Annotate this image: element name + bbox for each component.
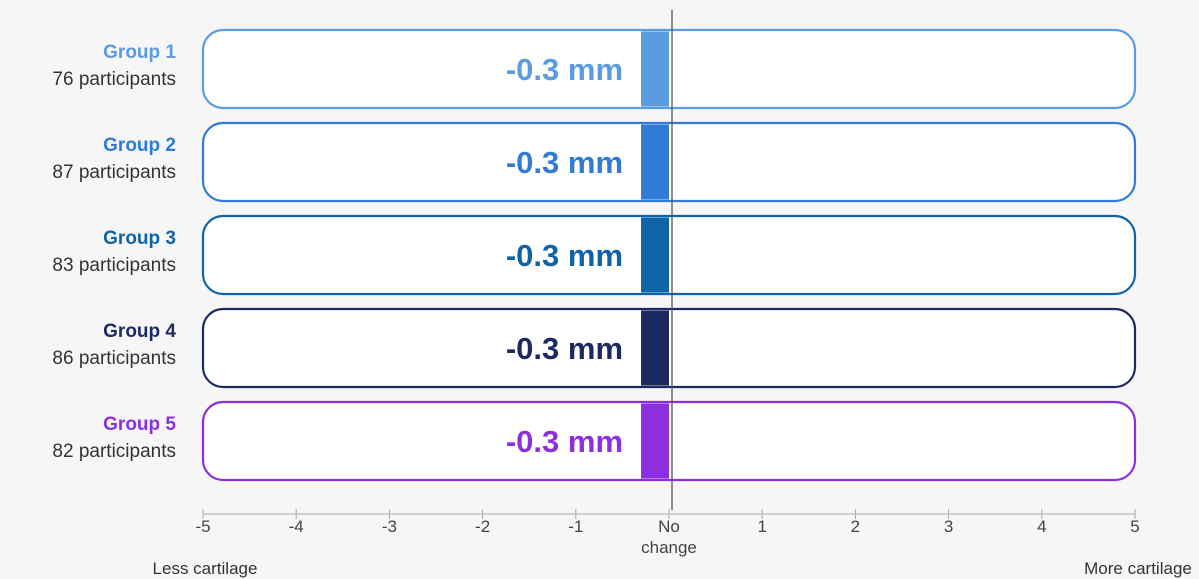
value-label: -0.3 mm bbox=[506, 424, 623, 459]
group-name: Group 2 bbox=[103, 135, 176, 156]
value-label: -0.3 mm bbox=[506, 145, 623, 180]
x-tick-label: -5 bbox=[195, 517, 210, 536]
group-row: -0.3 mm Group 1 76 participants bbox=[52, 28, 1137, 110]
x-tick-label: 4 bbox=[1037, 517, 1046, 536]
x-tick-label: -1 bbox=[568, 517, 583, 536]
value-label: -0.3 mm bbox=[506, 52, 623, 87]
value-label: -0.3 mm bbox=[506, 331, 623, 366]
group-rows: -0.3 mm Group 1 76 participants -0.3 mm Grou… bbox=[52, 28, 1137, 482]
x-axis: -5 -4 -3 -2 -1 No 1 2 3 4 5 change bbox=[195, 509, 1140, 557]
zero-tick-sublabel: change bbox=[641, 538, 697, 557]
participant-count: 82 participants bbox=[52, 441, 176, 462]
value-bar bbox=[641, 310, 669, 386]
value-bar bbox=[641, 31, 669, 107]
group-name: Group 4 bbox=[103, 321, 176, 342]
value-bar bbox=[641, 124, 669, 200]
x-tick-label: 2 bbox=[851, 517, 860, 536]
x-tick-label: -2 bbox=[475, 517, 490, 536]
more-cartilage-label: More cartilage bbox=[1084, 559, 1192, 578]
participant-count: 86 participants bbox=[52, 348, 176, 369]
participant-count: 76 participants bbox=[52, 69, 176, 90]
participant-count: 87 participants bbox=[52, 162, 176, 183]
less-cartilage-label: Less cartilage bbox=[153, 559, 258, 578]
group-row: -0.3 mm Group 2 87 participants bbox=[52, 121, 1137, 203]
group-name: Group 3 bbox=[103, 228, 176, 249]
x-tick-label: 3 bbox=[944, 517, 953, 536]
x-tick-label: -3 bbox=[382, 517, 397, 536]
group-row: -0.3 mm Group 5 82 participants bbox=[52, 400, 1137, 482]
value-bar bbox=[641, 403, 669, 479]
group-name: Group 1 bbox=[103, 42, 176, 63]
value-bar bbox=[641, 217, 669, 293]
x-tick-label: 1 bbox=[757, 517, 766, 536]
group-name: Group 5 bbox=[103, 414, 176, 435]
group-row: -0.3 mm Group 4 86 participants bbox=[52, 307, 1137, 389]
x-tick-label: No bbox=[658, 517, 680, 536]
x-tick-label: 5 bbox=[1130, 517, 1139, 536]
participant-count: 83 participants bbox=[52, 255, 176, 276]
x-tick-label: -4 bbox=[289, 517, 304, 536]
value-label: -0.3 mm bbox=[506, 238, 623, 273]
group-row: -0.3 mm Group 3 83 participants bbox=[52, 214, 1137, 296]
